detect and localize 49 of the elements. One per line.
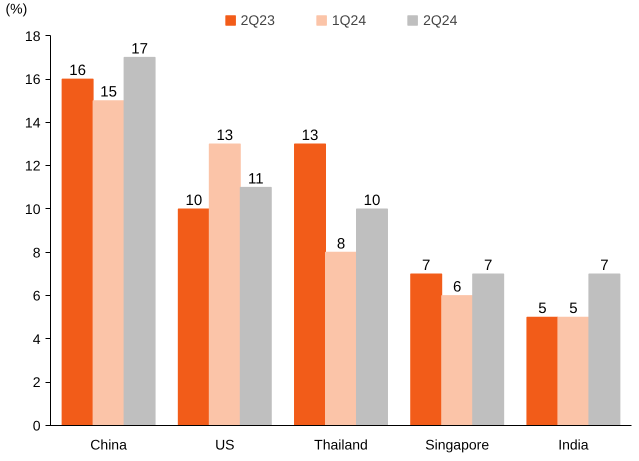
bar [325,252,357,426]
y-axis-title: (%) [6,0,28,16]
x-tick-label: China [90,436,128,452]
bar [294,144,326,426]
x-tick-label: Singapore [425,436,490,452]
data-label: 17 [131,40,148,58]
data-label: 7 [484,256,492,274]
bar [557,316,590,426]
x-tick-label: US [215,436,235,452]
y-tick-label: 2 [32,374,41,390]
y-tick-label: 10 [24,200,41,217]
data-label: 10 [364,192,380,209]
y-tick-label: 16 [24,71,41,88]
y-tick-label: 18 [24,28,41,44]
data-label: 13 [216,127,234,144]
bar [124,56,156,426]
bar [92,100,125,426]
legend-label: 1Q24 [332,12,366,28]
bar [588,273,620,426]
bar [208,144,241,426]
y-tick-label: 4 [32,330,41,347]
y-tick-label: 14 [24,114,41,130]
bar [472,273,504,426]
data-label: 16 [69,62,86,80]
legend-label: 2Q24 [423,12,458,28]
data-label: 13 [302,127,318,144]
y-tick-label: 0 [32,418,41,434]
bar [410,273,442,426]
data-label: 8 [336,235,346,252]
data-label: 5 [569,300,578,318]
data-label: 10 [185,192,202,209]
y-tick-label: 12 [24,158,41,174]
bar [441,295,474,426]
data-label: 6 [453,278,462,296]
legend-label: 2Q23 [240,12,275,28]
bar [62,78,94,426]
bar [240,186,272,426]
bar [178,208,210,426]
data-label: 7 [600,256,609,274]
data-label: 15 [100,84,117,101]
y-tick-label: 8 [32,244,41,260]
x-tick-label: India [558,436,589,452]
bar [526,316,558,426]
data-label: 5 [538,300,547,318]
bar [356,208,388,426]
data-label: 11 [248,170,264,188]
y-tick-label: 6 [32,288,41,304]
x-tick-label: Thailand [314,436,368,452]
data-label: 7 [422,256,430,274]
